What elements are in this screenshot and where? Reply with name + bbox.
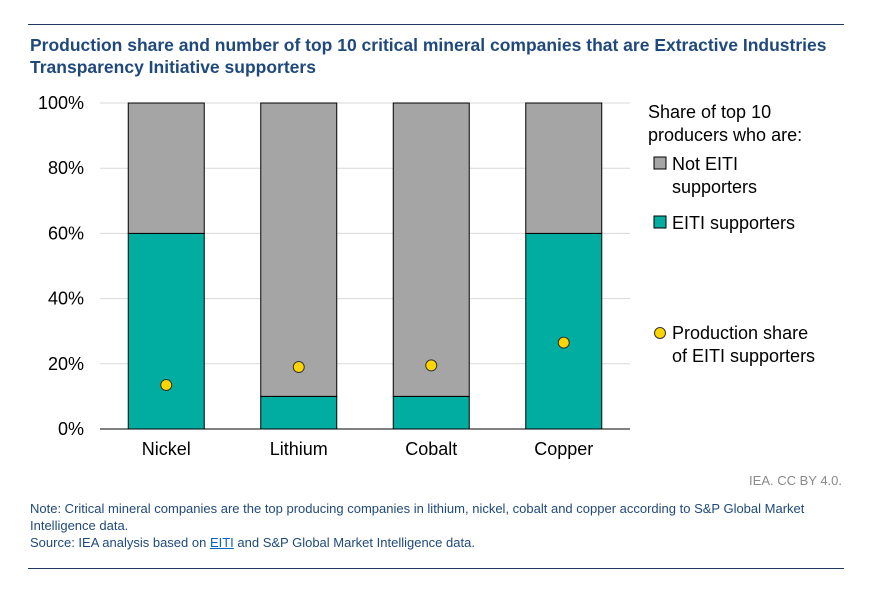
legend-label-line: Production share [672,323,808,343]
eiti-link[interactable]: EITI [209,535,234,550]
bar-segment [260,102,338,397]
bar-segment [525,232,603,430]
bottom-rule [28,568,844,569]
credit-label: IEA. CC BY 4.0. [749,473,842,488]
legend-label-line: of EITI supporters [672,346,815,366]
top-rule [28,24,844,25]
y-tick-label: 80% [48,158,84,178]
bar-segment [127,232,205,430]
legend-swatch [653,215,667,229]
legend-dot [654,327,666,339]
x-tick-label: Nickel [142,439,191,459]
legend-swatch [653,156,667,170]
chart-area: 0% 20% 40% 60% 80% 100% Nickel Lithium Cobalt Cop… [38,93,815,459]
scatter-point [425,359,438,372]
legend-label: Production share of EITI supporters [672,323,815,366]
bar-segment [260,395,338,430]
bar-segment [392,395,470,430]
legend-label-line: supporters [672,177,757,197]
source-prefix: Source: IEA analysis based on [30,535,210,550]
note-block: Note: Critical mineral companies are the… [30,500,830,551]
scatter-point [160,378,173,391]
x-tick-label: Copper [534,439,593,459]
bar-segment [525,102,603,234]
legend-heading-line: Share of top 10 [648,102,771,122]
x-tick-label: Lithium [270,439,328,459]
legend-heading-line: producers who are: [648,125,802,145]
x-tick-label: Cobalt [405,439,457,459]
y-tick-label: 100% [38,93,84,113]
bar-segment [127,102,205,234]
legend-label-line: Not EITI [672,154,738,174]
note-text: Note: Critical mineral companies are the… [30,501,805,533]
y-tick-label: 20% [48,354,84,374]
source-line: Source: IEA analysis based on EITI and S… [30,534,830,551]
scatter-point [292,361,305,374]
legend-label: Not EITI supporters [672,154,757,197]
source-suffix: and S&P Global Market Intelligence data. [233,535,475,550]
y-tick-label: 0% [58,419,84,439]
bar-segment [392,102,470,397]
scatter-point [557,336,570,349]
legend-label: EITI supporters [672,213,795,233]
y-tick-label: 60% [48,223,84,243]
legend-heading: Share of top 10 producers who are: [648,102,802,145]
chart-title: Production share and number of top 10 cr… [30,35,827,77]
y-tick-label: 40% [48,289,84,309]
